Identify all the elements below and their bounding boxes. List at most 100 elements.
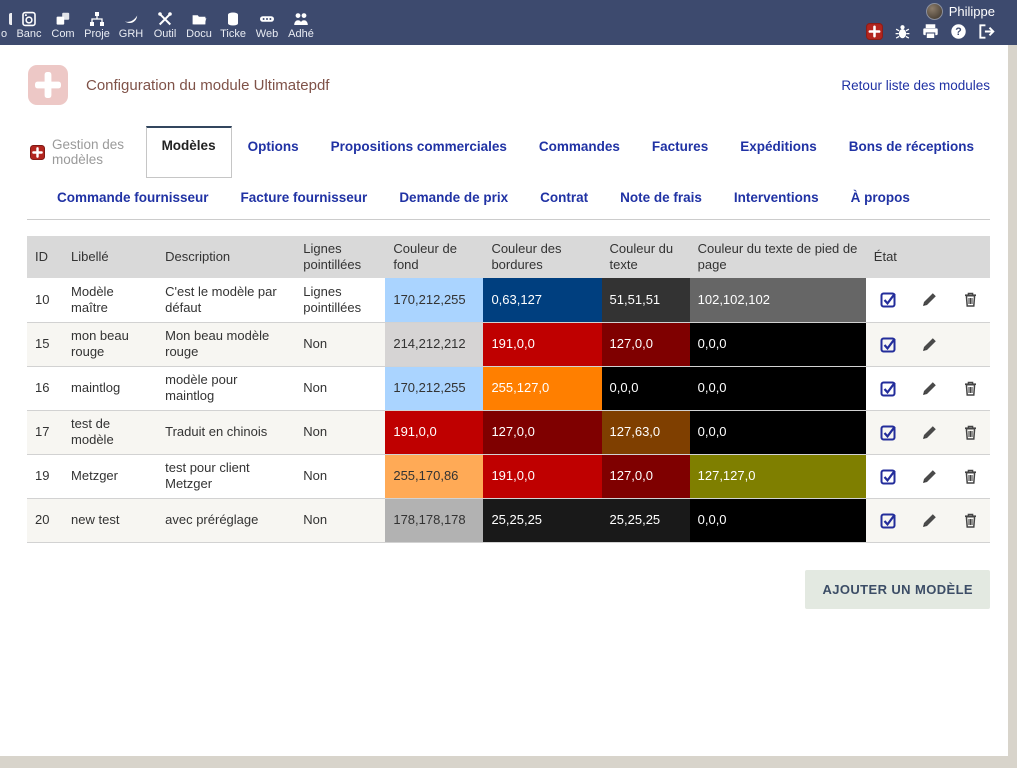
column-header-etat: État [866, 236, 990, 278]
cell-couleur-pied-de-page: 0,0,0 [690, 410, 866, 454]
cell-libelle: new test [63, 498, 157, 542]
tab-commandes[interactable]: Commandes [523, 126, 636, 178]
column-header-id: ID [27, 236, 63, 278]
cell-couleur-bordures: 255,127,0 [483, 366, 601, 410]
edit-icon[interactable] [921, 424, 938, 441]
cell-id: 19 [27, 454, 63, 498]
user-menu[interactable]: Philippe [926, 3, 995, 20]
tab-contrat[interactable]: Contrat [524, 178, 604, 219]
back-to-modules-link[interactable]: Retour liste des modules [841, 78, 990, 93]
cell-lignes: Non [295, 498, 385, 542]
cell-description: avec préréglage [157, 498, 295, 542]
tabs-row-1: Gestion des modèles ModèlesOptionsPropos… [27, 126, 990, 178]
tab-factures[interactable]: Factures [636, 126, 724, 178]
cell-couleur-pied-de-page: 0,0,0 [690, 498, 866, 542]
tab-expeditions[interactable]: Expéditions [724, 126, 833, 178]
enabled-checkbox-icon[interactable] [880, 291, 897, 308]
quick-icons: ? [866, 23, 995, 40]
column-header-lignes-pointillees: Lignes pointillées [295, 236, 385, 278]
avatar [926, 3, 943, 20]
column-header-couleur-de-fond: Couleur de fond [385, 236, 483, 278]
cell-couleur-texte: 51,51,51 [602, 278, 690, 322]
tools-icon [157, 9, 173, 28]
edit-icon[interactable] [921, 468, 938, 485]
tab-demande-de-prix[interactable]: Demande de prix [383, 178, 524, 219]
edit-icon[interactable] [921, 291, 938, 308]
menu-item-label: Adhé [288, 28, 314, 41]
topbar-menu-item-docu[interactable]: Docu [182, 9, 216, 41]
enabled-checkbox-icon[interactable] [880, 380, 897, 397]
topbar-right: Philippe ? [866, 0, 1017, 45]
tab-note-de-frais[interactable]: Note de frais [604, 178, 718, 219]
topbar-menu-item-o[interactable]: o [0, 9, 12, 41]
topbar-menu-item-com[interactable]: Com [46, 9, 80, 41]
cell-couleur-pied-de-page: 102,102,102 [690, 278, 866, 322]
table-row-model-16: 16maintlogmodèle pour maintlogNon170,212… [27, 366, 990, 410]
enabled-checkbox-icon[interactable] [880, 468, 897, 485]
cell-lignes: Non [295, 366, 385, 410]
print-icon[interactable] [922, 23, 939, 40]
page-head: Configuration du module Ultimatepdf Reto… [27, 64, 990, 106]
tabs-caption: Gestion des modèles [30, 126, 130, 178]
delete-icon[interactable] [962, 291, 979, 308]
cell-couleur-pied-de-page: 0,0,0 [690, 366, 866, 410]
topbar-menu-item-outil[interactable]: Outil [148, 9, 182, 41]
add-model-button[interactable]: AJOUTER UN MODÈLE [805, 570, 990, 609]
delete-icon[interactable] [962, 424, 979, 441]
topbar-menu: oBancComProje GRH OutilDocu Ticke Web Adhé [0, 0, 318, 45]
tab-commande-fournisseur[interactable]: Commande fournisseur [41, 178, 225, 219]
enabled-checkbox-icon[interactable] [880, 336, 897, 353]
topbar-menu-item-ticke[interactable]: Ticke [216, 9, 250, 41]
ticket-icon [225, 9, 241, 28]
column-header-couleur-du-texte: Couleur du texte [602, 236, 690, 278]
help-icon[interactable]: ? [950, 23, 967, 40]
bank-icon [21, 9, 37, 28]
delete-icon[interactable] [962, 512, 979, 529]
tab-bons-de-receptions[interactable]: Bons de réceptions [833, 126, 990, 178]
topbar-menu-item-web[interactable]: Web [250, 9, 284, 41]
tab-a-propos[interactable]: À propos [835, 178, 926, 219]
website-icon [259, 9, 275, 28]
cell-description: Mon beau modèle rouge [157, 322, 295, 366]
user-name: Philippe [949, 4, 995, 19]
edit-icon[interactable] [921, 512, 938, 529]
edit-icon[interactable] [921, 336, 938, 353]
cell-actions [866, 366, 990, 410]
cell-libelle: Modèle maître [63, 278, 157, 322]
edit-icon[interactable] [921, 380, 938, 397]
projects-icon [89, 9, 105, 28]
cell-couleur-fond: 255,170,86 [385, 454, 483, 498]
add-module-icon[interactable] [866, 23, 883, 40]
menu-item-label: Ticke [220, 28, 246, 41]
documents-icon [191, 9, 207, 28]
topbar-menu-item-grh[interactable]: GRH [114, 9, 148, 41]
delete-icon[interactable] [962, 468, 979, 485]
window-right-edge [1008, 45, 1017, 768]
models-table: IDLibelléDescriptionLignes pointilléesCo… [27, 236, 990, 543]
cell-libelle: mon beau rouge [63, 322, 157, 366]
topbar-menu-item-banc[interactable]: Banc [12, 9, 46, 41]
cell-libelle: maintlog [63, 366, 157, 410]
cell-couleur-texte: 0,0,0 [602, 366, 690, 410]
delete-icon[interactable] [962, 380, 979, 397]
cell-id: 17 [27, 410, 63, 454]
topbar-menu-item-adhe[interactable]: Adhé [284, 9, 318, 41]
topbar-menu-item-proje[interactable]: Proje [80, 9, 114, 41]
tab-facture-fournisseur[interactable]: Facture fournisseur [225, 178, 384, 219]
cell-couleur-bordures: 0,63,127 [483, 278, 601, 322]
tab-options[interactable]: Options [232, 126, 315, 178]
tab-modeles[interactable]: Modèles [146, 126, 232, 178]
cell-description: test pour client Metzger [157, 454, 295, 498]
tab-interventions[interactable]: Interventions [718, 178, 835, 219]
cell-libelle: Metzger [63, 454, 157, 498]
cell-lignes: Non [295, 410, 385, 454]
logout-icon[interactable] [978, 23, 995, 40]
bug-icon[interactable] [894, 23, 911, 40]
enabled-checkbox-icon[interactable] [880, 512, 897, 529]
cell-id: 15 [27, 322, 63, 366]
enabled-checkbox-icon[interactable] [880, 424, 897, 441]
menu-item-label: GRH [119, 28, 143, 41]
cell-couleur-texte: 127,0,0 [602, 454, 690, 498]
column-header-couleur-des-bordures: Couleur des bordures [483, 236, 601, 278]
tab-propositions-commerciales[interactable]: Propositions commerciales [315, 126, 523, 178]
